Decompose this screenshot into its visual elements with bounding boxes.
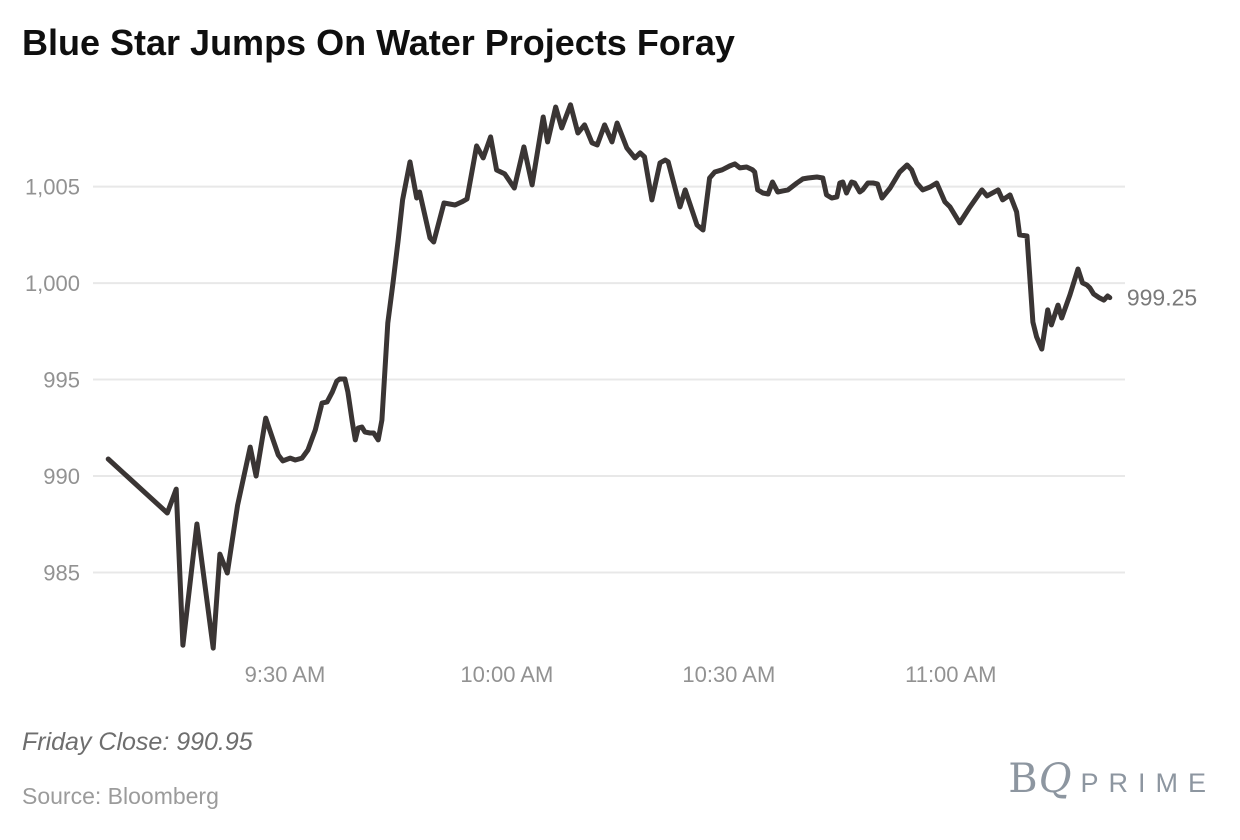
y-tick-label: 1,000 — [25, 271, 80, 296]
y-tick-label: 990 — [43, 464, 80, 489]
source-credit: Source: Bloomberg — [22, 783, 219, 809]
y-tick-label: 995 — [43, 368, 80, 393]
price-chart-area: 985 990 995 1,000 1,005 9:30 AM 10:00 AM 10:30 … — [0, 70, 1240, 710]
x-tick-label: 10:00 AM — [460, 662, 553, 687]
x-tick-label: 9:30 AM — [245, 662, 326, 687]
friday-close-note: Friday Close: 990.95 — [22, 728, 253, 756]
chart-title: Blue Star Jumps On Water Projects Foray — [22, 22, 735, 63]
y-tick-label: 985 — [43, 560, 80, 585]
logo-bq-mark: BQ — [1008, 756, 1073, 802]
price-line — [105, 102, 1113, 651]
x-tick-label: 10:30 AM — [682, 662, 775, 687]
x-tick-label: 11:00 AM — [905, 662, 996, 687]
last-price-label: 999.25 — [1127, 285, 1197, 311]
price-line-chart: 985 990 995 1,000 1,005 9:30 AM 10:00 AM 10:30 … — [25, 102, 1197, 687]
y-tick-label: 1,005 — [25, 175, 80, 200]
bq-prime-logo: BQ PRIME — [1008, 756, 1216, 802]
logo-prime-text: PRIME — [1080, 768, 1216, 798]
